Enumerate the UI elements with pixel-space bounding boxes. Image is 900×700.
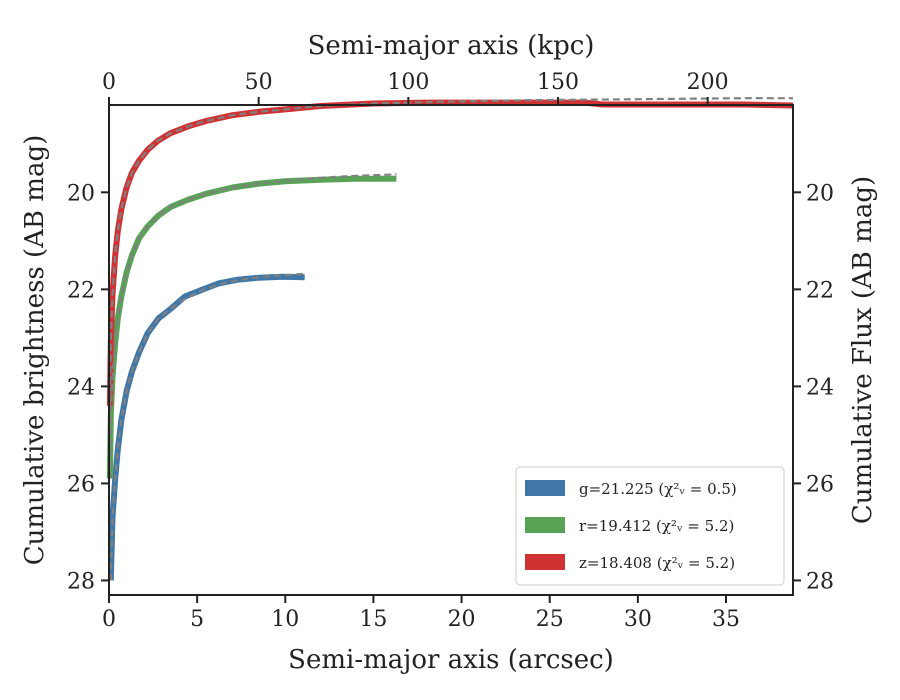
right-y-tick-label: 20 bbox=[806, 181, 834, 206]
y-tick-label: 24 bbox=[67, 375, 95, 400]
top-x-tick-label: 100 bbox=[387, 70, 429, 95]
x-tick-label: 30 bbox=[624, 607, 652, 632]
right-y-tick-label: 24 bbox=[806, 375, 834, 400]
y-tick-label: 20 bbox=[67, 181, 95, 206]
y-tick-label: 28 bbox=[67, 569, 95, 594]
x-tick-label: 35 bbox=[712, 607, 740, 632]
top-x-tick-label: 50 bbox=[245, 70, 273, 95]
top-x-tick-label: 150 bbox=[537, 70, 579, 95]
y-tick-label: 22 bbox=[67, 278, 95, 303]
top-x-axis-title: Semi-major axis (kpc) bbox=[308, 31, 595, 61]
right-y-tick-label: 22 bbox=[806, 278, 834, 303]
series-layer bbox=[106, 97, 794, 581]
legend-label-r: r=19.412 (χ²ᵥ = 5.2) bbox=[579, 517, 734, 535]
x-tick-label: 0 bbox=[102, 607, 116, 632]
legend-box bbox=[515, 466, 785, 586]
right-y-tick-label: 28 bbox=[806, 569, 834, 594]
right-y-axis-title: Cumulative Flux (AB mag) bbox=[848, 176, 878, 524]
x-tick-label: 5 bbox=[190, 607, 204, 632]
legend-label-z: z=18.408 (χ²ᵥ = 5.2) bbox=[579, 554, 735, 572]
legend-swatch-r bbox=[525, 517, 565, 533]
y-tick-label: 26 bbox=[67, 472, 95, 497]
model-line-z bbox=[108, 97, 793, 406]
model-line-g bbox=[109, 272, 307, 581]
plot-area bbox=[106, 97, 794, 581]
right-y-tick-label: 26 bbox=[806, 472, 834, 497]
legend-swatch-g bbox=[525, 480, 565, 496]
legend-swatch-z bbox=[525, 554, 565, 570]
x-axis-title: Semi-major axis (arcsec) bbox=[288, 645, 614, 675]
model-line-r bbox=[108, 173, 397, 479]
x-tick-label: 20 bbox=[448, 607, 476, 632]
ticks-layer: 0 5 10 15 20 25 30 35 0 50 100 150 200 20 22 24 26 28 20 22… bbox=[67, 70, 834, 632]
x-tick-label: 15 bbox=[359, 607, 387, 632]
top-x-tick-label: 200 bbox=[687, 70, 729, 95]
legend-label-g: g=21.225 (χ²ᵥ = 0.5) bbox=[579, 480, 737, 498]
y-axis-title: Cumulative brightness (AB mag) bbox=[20, 135, 50, 566]
x-tick-label: 10 bbox=[271, 607, 299, 632]
legend: g=21.225 (χ²ᵥ = 0.5) r=19.412 (χ²ᵥ = 5.2… bbox=[515, 466, 785, 586]
plot-frame bbox=[108, 104, 794, 596]
top-x-tick-label: 0 bbox=[102, 70, 116, 95]
x-tick-label: 25 bbox=[536, 607, 564, 632]
